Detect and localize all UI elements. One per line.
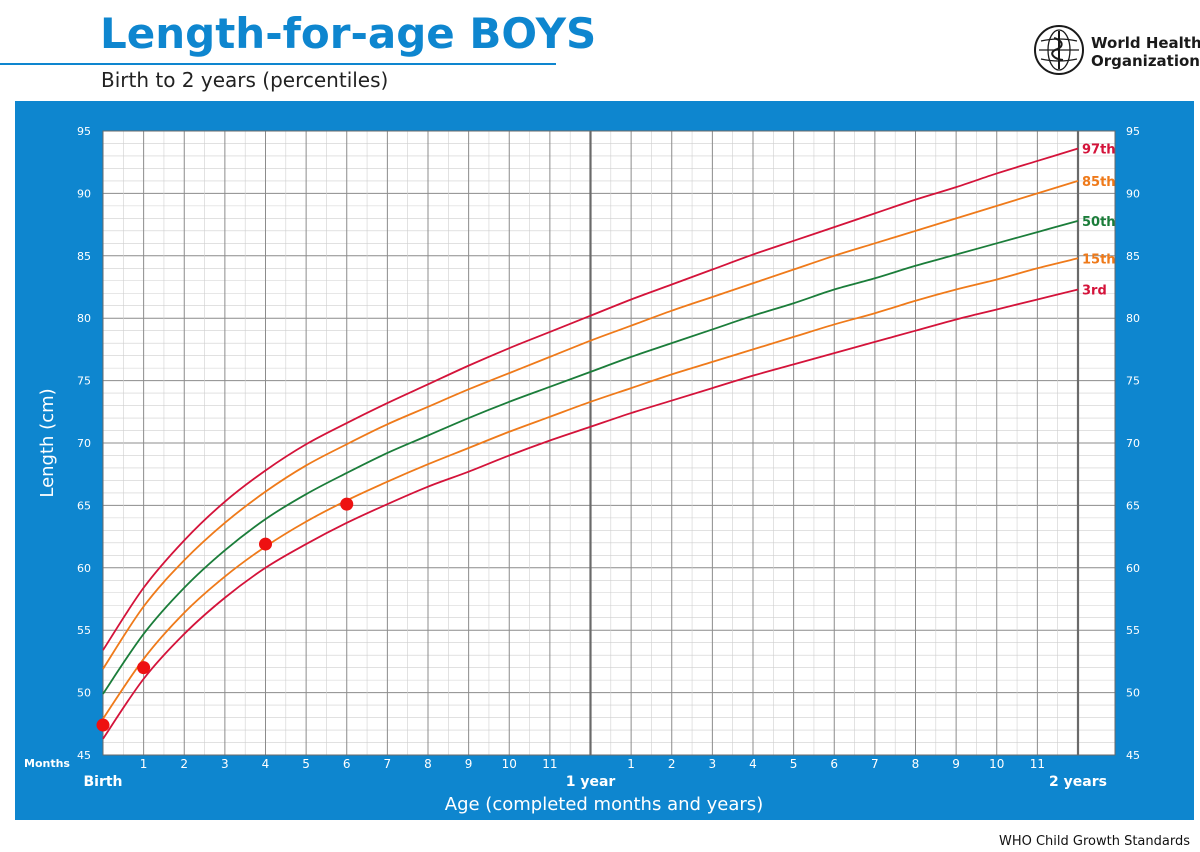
data-point-1 [96,718,110,732]
y-tick-label-left: 45 [77,749,91,762]
x-tick-label: 11 [542,757,557,771]
y-tick-label-right: 50 [1126,687,1140,700]
x-tick-label: 8 [912,757,920,771]
x-tick-label: 1 year [566,774,616,790]
series-line-97th [102,147,1079,651]
y-tick-label-left: 55 [77,624,91,637]
x-tick-label: 6 [830,757,838,771]
x-tick-label: Birth [83,774,122,790]
x-axis-label: Age (completed months and years) [445,794,763,815]
series-line-3rd [102,288,1079,740]
series-line-85th [102,180,1079,670]
x-tick-label: 10 [989,757,1004,771]
x-tick-label: 2 [180,757,188,771]
y-tick-label-right: 60 [1126,562,1140,575]
who-emblem-icon [1034,25,1084,75]
x-tick-label: 11 [1030,757,1045,771]
x-unit-label: Months [24,757,70,770]
chart-subtitle: Birth to 2 years (percentiles) [101,68,388,92]
y-tick-label-right: 45 [1126,749,1140,762]
x-tick-label: 2 years [1049,774,1107,790]
x-tick-label: 6 [343,757,351,771]
x-tick-label: 8 [424,757,432,771]
y-tick-label-left: 75 [77,375,91,388]
series-label-50th: 50th [1082,215,1116,230]
points-layer [96,497,354,732]
y-tick-label-left: 80 [77,312,91,325]
x-tick-label: 2 [668,757,676,771]
data-point-2 [137,661,151,675]
grid-lines [102,130,1116,756]
x-tick-label: 1 [627,757,635,771]
x-tick-label: 5 [790,757,798,771]
y-tick-label-right: 55 [1126,624,1140,637]
y-tick-label-right: 65 [1126,499,1140,512]
x-tick-label: 3 [221,757,229,771]
x-tick-label: 10 [502,757,517,771]
y-tick-label-left: 65 [77,499,91,512]
x-tick-label: 5 [302,757,310,771]
y-tick-label-left: 60 [77,562,91,575]
data-point-3 [259,537,272,551]
x-tick-label: 4 [262,757,270,771]
x-tick-label: 3 [709,757,717,771]
y-tick-label-left: 85 [77,250,91,263]
y-tick-label-right: 70 [1126,437,1140,450]
series-label-15th: 15th [1082,252,1116,267]
chart-title: Length-for-age BOYS [100,9,596,58]
org-name-line1: World Health [1091,34,1200,52]
series-label-85th: 85th [1082,175,1116,190]
series-line-50th [102,219,1079,695]
y-tick-label-left: 95 [77,125,91,138]
y-tick-label-right: 80 [1126,312,1140,325]
y-tick-label-left: 70 [77,437,91,450]
x-tick-label: 7 [871,757,879,771]
footer-text: WHO Child Growth Standards [999,834,1190,849]
data-point-4 [340,497,354,511]
series-label-3rd: 3rd [1082,283,1107,298]
y-tick-label-right: 95 [1126,125,1140,138]
x-tick-label: 9 [952,757,960,771]
title-underline [0,63,556,65]
y-tick-label-right: 75 [1126,375,1140,388]
y-axis-label: Length (cm) [37,388,58,497]
y-tick-label-left: 90 [77,187,91,200]
series-label-97th: 97th [1082,142,1116,157]
y-tick-label-right: 85 [1126,250,1140,263]
x-tick-label: 1 [140,757,148,771]
plot-border [102,130,1116,756]
x-tick-label: 4 [749,757,757,771]
y-tick-label-left: 50 [77,687,91,700]
org-name-line2: Organization [1091,52,1200,70]
y-tick-label-right: 90 [1126,187,1140,200]
x-tick-label: 7 [384,757,392,771]
x-tick-label: 9 [465,757,473,771]
